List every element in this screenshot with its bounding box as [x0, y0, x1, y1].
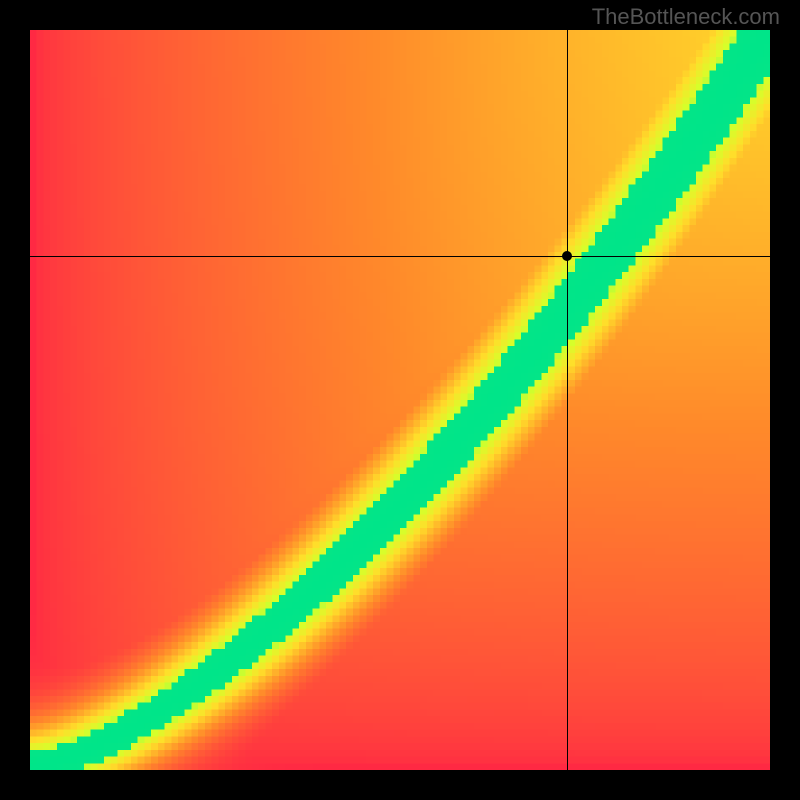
watermark-text: TheBottleneck.com	[592, 4, 780, 30]
bottleneck-heatmap	[30, 30, 770, 770]
heatmap-canvas	[30, 30, 770, 770]
marker-dot	[562, 251, 572, 261]
crosshair-vertical	[567, 30, 568, 770]
crosshair-horizontal	[30, 256, 770, 257]
